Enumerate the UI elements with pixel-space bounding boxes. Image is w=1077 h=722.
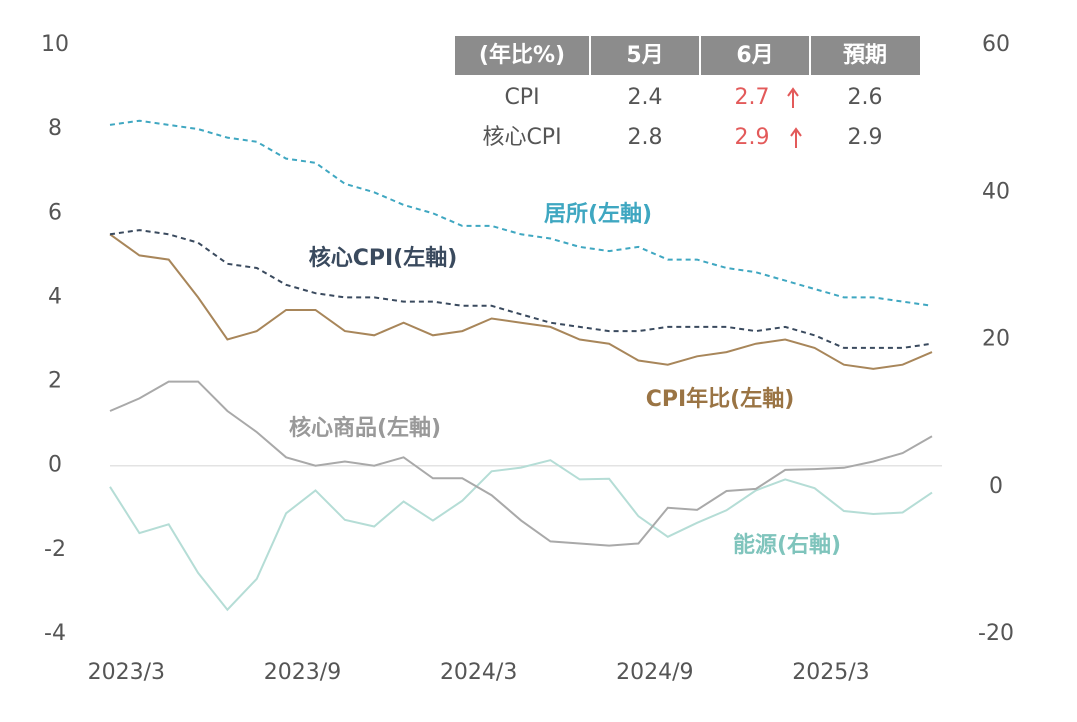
y2-tick-label: 60 — [982, 32, 1010, 57]
table-cell: 2.6 — [848, 85, 883, 110]
y2-tick-label: 20 — [982, 327, 1010, 352]
x-tick-label: 2023/3 — [88, 660, 165, 685]
series-line — [109, 119, 933, 307]
table-header-bg — [455, 36, 920, 75]
table-header: (年比%) — [479, 42, 565, 68]
series-label: CPI年比(左軸) — [646, 386, 795, 412]
series-line — [109, 459, 933, 612]
table-cell: 2.8 — [628, 125, 663, 150]
y-tick-label: -4 — [44, 621, 66, 646]
x-tick-label: 2023/9 — [264, 660, 341, 685]
table-cell: 2.9 — [735, 125, 770, 150]
y2-tick-label: -20 — [978, 621, 1014, 646]
series-label: 核心CPI(左軸) — [309, 245, 458, 271]
up-arrow — [787, 87, 799, 108]
y2-tick-label: 40 — [982, 179, 1010, 204]
x-tick-label: 2025/3 — [792, 660, 869, 685]
y-tick-label: -2 — [44, 537, 66, 562]
y-tick-label: 2 — [48, 369, 62, 394]
x-tick-label: 2024/3 — [440, 660, 517, 685]
series-label: 居所(左軸) — [544, 201, 652, 227]
table-cell: 2.9 — [848, 125, 883, 150]
up-arrow — [790, 127, 802, 148]
y-tick-label: 4 — [48, 284, 62, 309]
table-cell: CPI — [504, 85, 539, 110]
table-header: 預期 — [843, 43, 887, 68]
series-label: 能源(右軸) — [733, 532, 841, 558]
series-line — [109, 229, 933, 349]
x-tick-label: 2024/9 — [616, 660, 693, 685]
y-tick-label: 10 — [41, 32, 69, 57]
series-label: 核心商品(左軸) — [289, 415, 441, 441]
table-header: 6月 — [736, 43, 773, 68]
y-tick-label: 0 — [48, 453, 62, 478]
y2-tick-label: 0 — [989, 474, 1003, 499]
table-cell: 核心CPI — [482, 125, 561, 150]
series-line — [109, 380, 933, 547]
series-line — [109, 233, 933, 370]
table-header: 5月 — [626, 43, 663, 68]
table-cell: 2.7 — [735, 85, 770, 110]
y-tick-label: 6 — [48, 200, 62, 225]
table-cell: 2.4 — [628, 85, 663, 110]
y-tick-label: 8 — [48, 116, 62, 141]
